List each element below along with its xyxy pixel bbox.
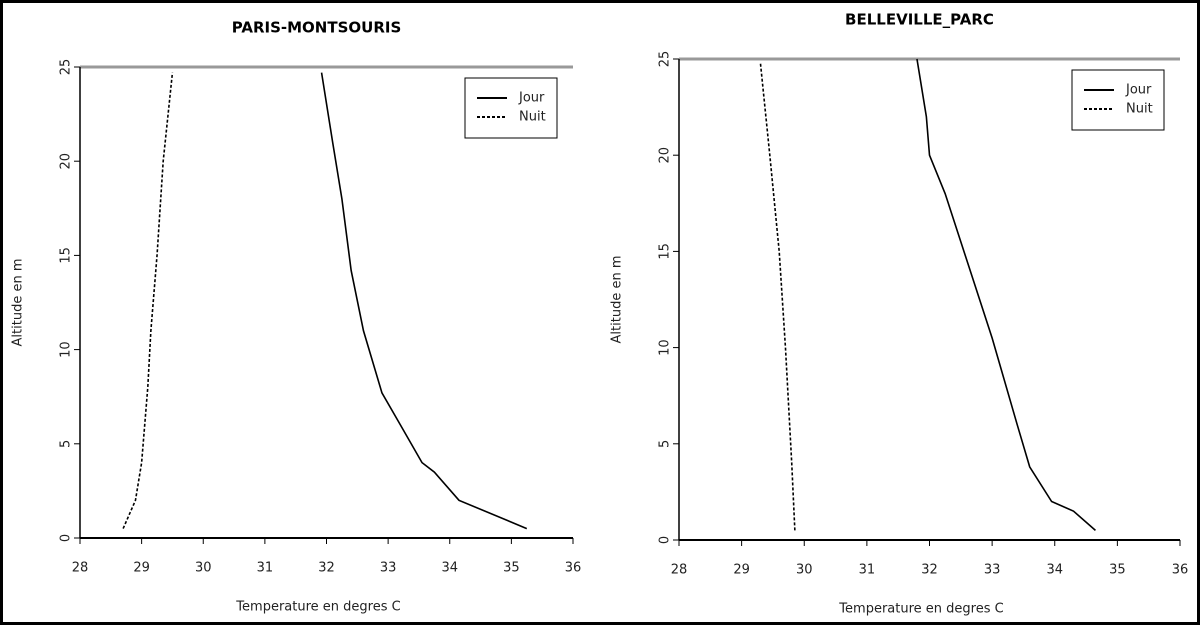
chart-title: PARIS-MONTSOURIS [232,19,402,37]
y-tick-label: 20 [658,147,673,164]
legend-box [1071,69,1165,131]
y-tick-label: 20 [59,153,74,170]
x-tick-label: 36 [565,561,582,576]
y-axis-label: Altitude en m [610,256,625,344]
x-tick-label: 30 [195,561,212,576]
x-tick-label: 29 [733,563,750,578]
x-tick-label: 33 [984,563,1001,578]
y-tick-label: 15 [59,247,74,264]
x-tick-label: 35 [503,561,520,576]
y-tick-label: 0 [658,536,673,544]
x-tick-label: 36 [1172,563,1189,578]
data-line [122,72,174,529]
x-tick-label: 28 [72,561,89,576]
y-tick-label: 25 [658,51,673,68]
x-axis-label: Temperature en degres C [838,602,1003,617]
data-line [320,72,528,530]
x-tick-label: 29 [133,561,150,576]
legend-label: Nuit [519,110,546,125]
x-tick-label: 31 [859,563,876,578]
data-line [759,62,796,531]
legend-label: Jour [518,91,545,106]
x-tick-label: 30 [796,563,813,578]
x-tick-label: 34 [441,561,458,576]
y-tick-label: 25 [59,59,74,76]
x-tick-label: 33 [380,561,397,576]
x-tick-label: 32 [921,563,938,578]
x-tick-label: 31 [257,561,274,576]
data-line [916,58,1096,531]
y-axis-label: Altitude en m [11,259,26,347]
x-axis-label: Temperature en degres C [235,600,400,615]
x-tick-label: 35 [1109,563,1126,578]
y-tick-label: 5 [658,440,673,448]
legend-label: Jour [1125,83,1152,98]
y-tick-label: 5 [59,440,74,448]
legend-box [464,77,558,139]
y-tick-label: 15 [658,243,673,260]
x-tick-label: 28 [671,563,688,578]
y-tick-label: 10 [658,339,673,356]
legend-label: Nuit [1126,102,1153,117]
y-tick-label: 10 [59,341,74,358]
y-tick-label: 0 [59,534,74,542]
x-tick-label: 34 [1046,563,1063,578]
chart-title: BELLEVILLE_PARC [845,11,994,29]
x-tick-label: 32 [318,561,335,576]
